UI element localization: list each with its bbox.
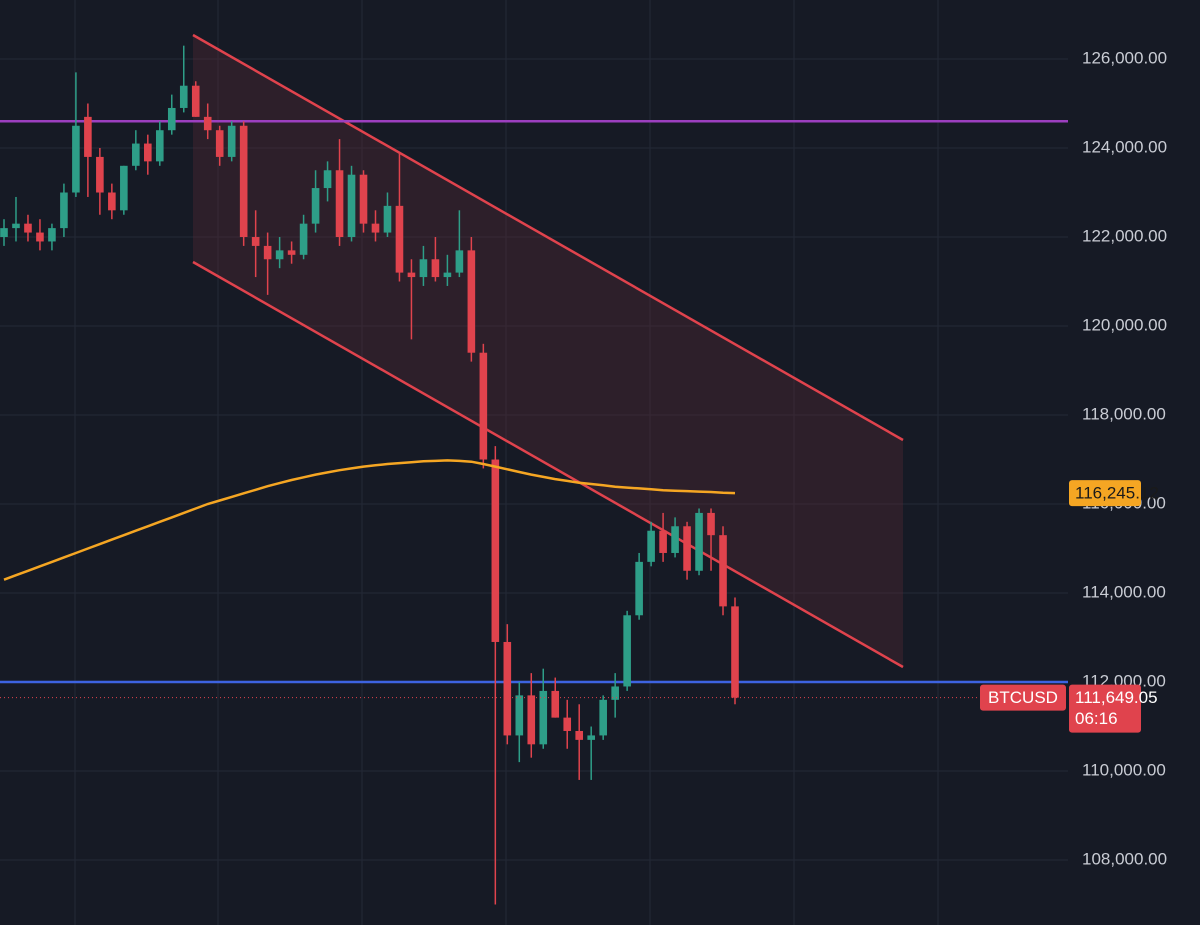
ma-price-label: 116,245.12 (1075, 484, 1159, 503)
candle-body (191, 85, 200, 117)
symbol-box (980, 684, 1066, 711)
y-tick-label: 126,000.00 (1082, 48, 1167, 67)
candle-body (84, 116, 92, 157)
candle-body (431, 259, 440, 278)
candle-body (203, 116, 212, 131)
candle-body (323, 170, 332, 189)
candle-body (443, 272, 452, 278)
overlay (0, 459, 1068, 699)
candle-body (575, 730, 584, 740)
candle-body (587, 735, 595, 740)
candle-body (108, 192, 116, 211)
candle-body (60, 192, 68, 229)
candle-body (659, 530, 667, 553)
countdown-label: 06:16 (1075, 709, 1118, 728)
candle-body (611, 686, 619, 700)
symbol-label: BTCUSD (988, 688, 1058, 707)
candle-body (179, 85, 188, 108)
candle-body (335, 170, 344, 238)
candle-body (359, 174, 368, 224)
candle-body (251, 237, 260, 246)
candles (0, 45, 739, 905)
y-tick-label: 120,000.00 (1082, 315, 1167, 334)
candle-body (299, 223, 308, 255)
candle-body (527, 695, 536, 745)
candle-body (383, 205, 392, 233)
candle-body (479, 352, 488, 460)
candle-body (539, 690, 548, 745)
candle-body (515, 695, 524, 736)
y-tick-label: 110,000.00 (1082, 761, 1166, 780)
candle-body (395, 205, 404, 273)
candle-body (120, 165, 128, 211)
channel-upper (192, 33, 904, 442)
candle-body (215, 130, 224, 157)
candle-body (683, 526, 691, 571)
moving-average (3, 459, 736, 581)
y-tick-label: 114,000.00 (1082, 583, 1166, 602)
candle-body (491, 459, 500, 642)
candle-body (563, 717, 572, 731)
price-labels: 116,245.12 111,649.05 06:16 BTCUSD (980, 480, 1159, 733)
candle-body (167, 107, 176, 131)
last-price-label: 111,649.05 (1075, 688, 1158, 707)
candle-body (467, 250, 476, 353)
candle-body (12, 223, 20, 229)
candle-body (155, 130, 164, 162)
candle-body (144, 143, 152, 162)
candle-body (48, 228, 56, 242)
candle-body (287, 250, 296, 255)
candle-body (551, 690, 560, 718)
candle-body (695, 512, 703, 571)
candle-body (455, 250, 464, 273)
candle-body (707, 512, 715, 536)
candle-body (275, 250, 284, 260)
candle-body (132, 143, 140, 166)
y-tick-label: 118,000.00 (1082, 405, 1166, 424)
candle-body (24, 223, 32, 233)
candle-body (36, 232, 44, 242)
candle-body (623, 615, 631, 687)
last-price-box (1069, 684, 1141, 733)
candle-body (731, 606, 739, 698)
candle-body (0, 228, 8, 238)
candle-body (347, 174, 356, 238)
candle-body (263, 245, 272, 260)
price-axis: 108,000.00110,000.00112,000.00114,000.00… (1082, 48, 1167, 868)
candle-body (635, 561, 643, 616)
y-tick-label: 122,000.00 (1082, 226, 1167, 245)
candle-body (96, 156, 104, 193)
candle-body (371, 223, 380, 233)
y-tick-label: 124,000.00 (1082, 137, 1167, 156)
candle-body (719, 535, 727, 607)
candle-body (72, 125, 80, 193)
channel-fill (193, 35, 903, 667)
candle-body (407, 272, 416, 278)
channel (192, 33, 904, 669)
candle-body (239, 125, 248, 238)
levels (0, 120, 1068, 684)
candle-body (671, 526, 679, 553)
candle-body (503, 641, 512, 736)
candle-body (599, 699, 607, 736)
candle-body (227, 125, 236, 157)
y-tick-label: 108,000.00 (1082, 850, 1167, 869)
candle-body (311, 188, 320, 224)
ma-price-box (1069, 480, 1141, 507)
candle-body (647, 530, 655, 562)
candle-body (419, 259, 428, 278)
channel-lower (192, 260, 904, 669)
